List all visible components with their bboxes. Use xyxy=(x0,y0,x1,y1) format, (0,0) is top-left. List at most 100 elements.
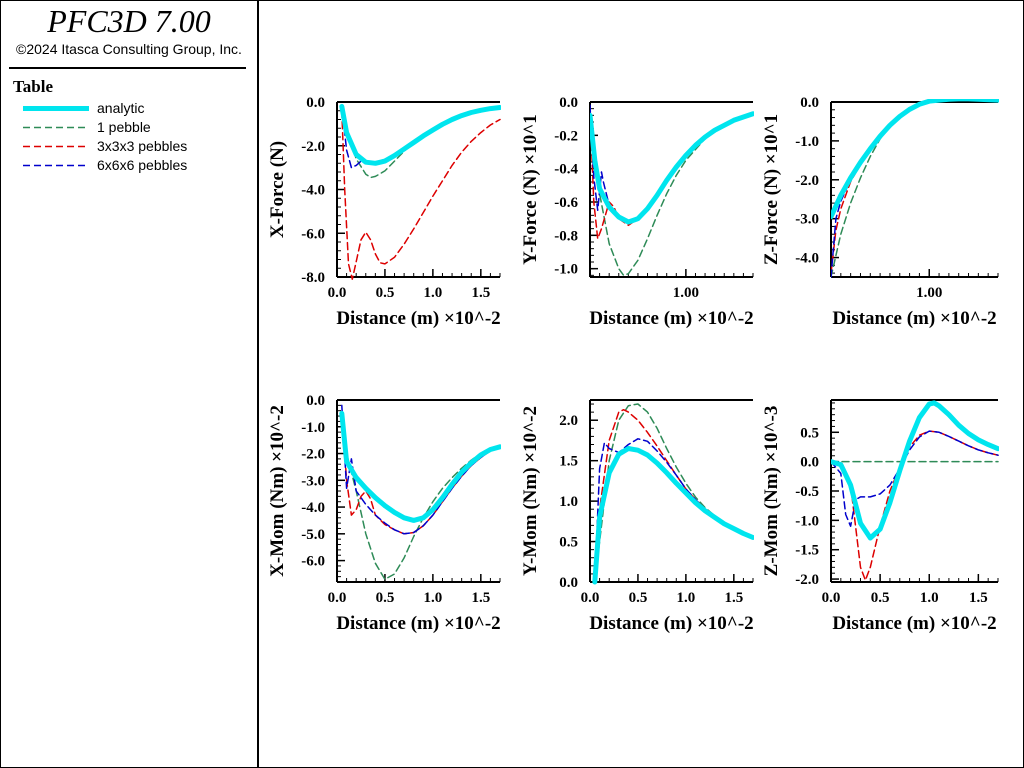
x-tick-label: 0.0 xyxy=(328,285,347,301)
y-axis-title: X-Mom (Nm) ×10^-2 xyxy=(267,405,288,577)
series-line-1-pebble xyxy=(831,99,999,278)
chart-6: 0.50.0-0.5-1.0-1.5-2.00.0 0.5 1.0 1.5Distan… xyxy=(761,399,999,634)
y-tick-label: -4.0 xyxy=(795,251,819,267)
legend-item-3x3x3-pebbles: 3x3x3 pebbles xyxy=(21,137,251,156)
y-axis-title: Y-Mom (Nm) ×10^-2 xyxy=(520,406,541,576)
chart-5: 0.0 0.5 1.0 1.5 2.0 0.0 0.5 1.0 1.5 Distance (m) … xyxy=(520,399,754,634)
y-tick-label: 0.0 xyxy=(800,455,819,471)
x-axis-title: Distance (m) ×10^-2 xyxy=(832,613,996,634)
x-tick-label: 0.5 xyxy=(376,285,395,301)
chart-4: 0.0 -1.0 -2.0 -3.0 -4.0 -5.0 -6.0 0.0 0.5 1.0 1.5 D… xyxy=(267,393,501,634)
x-axis-title: Distance (m) ×10^-2 xyxy=(589,308,753,329)
y-tick-label: 1.5 xyxy=(559,454,578,470)
y-axis-title: Z-Force (N) ×10^1 xyxy=(761,114,782,265)
legend-swatch-analytic xyxy=(23,106,89,111)
y-tick-label: -8.0 xyxy=(301,270,325,286)
series-line-1-pebble xyxy=(590,112,754,277)
y-tick-label: 0.0 xyxy=(306,95,325,111)
series-line-analytic xyxy=(831,400,999,541)
series-line-analytic xyxy=(592,446,754,585)
copyright-text: ©2024 Itasca Consulting Group, Inc. xyxy=(16,41,242,57)
y-tick-label: -0.2 xyxy=(554,128,578,144)
x-tick-label: 1.0 xyxy=(424,285,443,301)
series-line-6x6x6-pebbles xyxy=(594,438,754,583)
legend-swatch-6x6x6-pebbles xyxy=(23,164,89,167)
legend-label-analytic: analytic xyxy=(97,100,145,116)
y-tick-label: 0.5 xyxy=(800,425,819,441)
series-line-6x6x6-pebbles xyxy=(341,404,501,535)
series-line-1-pebble xyxy=(341,106,501,179)
y-tick-label: -3.0 xyxy=(301,473,325,489)
y-tick-label: -0.8 xyxy=(554,228,578,244)
series-line-1-pebble xyxy=(341,412,501,581)
y-tick-label: 2.0 xyxy=(559,413,578,429)
series-line-analytic xyxy=(590,111,754,225)
title-divider xyxy=(9,67,246,69)
series-line-analytic xyxy=(831,99,999,220)
y-tick-label: -2.0 xyxy=(795,572,819,588)
legend-heading: Table xyxy=(13,77,54,96)
y-tick-label: -2.0 xyxy=(301,139,325,155)
y-tick-label: -0.6 xyxy=(554,195,578,211)
x-tick-label: 0.0 xyxy=(328,590,347,606)
x-tick-label: 1.0 xyxy=(424,590,443,606)
y-tick-label: -0.4 xyxy=(554,162,578,178)
plot-area: 0.0 -2.0 -4.0 -6.0 -8.0 0.0 0.5 1.0 1.5 Distance … xyxy=(259,1,1023,767)
x-tick-label: 0.5 xyxy=(871,590,890,606)
series-line-analytic xyxy=(339,103,501,166)
legend-swatch-1-pebble xyxy=(23,126,89,129)
y-tick-label: -2.0 xyxy=(795,173,819,189)
x-axis-title: Distance (m) ×10^-2 xyxy=(832,308,996,329)
y-tick-label: 0.5 xyxy=(559,535,578,551)
x-tick-label: 1.5 xyxy=(471,590,490,606)
x-tick-label: 1.5 xyxy=(969,590,988,606)
y-tick-label: -1.5 xyxy=(795,543,819,559)
y-axis-title: Z-Mom (Nm) ×10^-3 xyxy=(761,406,782,577)
series-line-1-pebble xyxy=(594,403,754,583)
x-tick-label: 0.0 xyxy=(822,590,841,606)
y-axis-title: X-Force (N) xyxy=(267,141,288,238)
legend-item-1-pebble: 1 pebble xyxy=(21,118,251,137)
series-line-3x3x3-pebbles xyxy=(341,412,501,535)
y-tick-label: 1.0 xyxy=(559,494,578,510)
x-axis-title: Distance (m) ×10^-2 xyxy=(589,613,753,634)
y-tick-label: 0.0 xyxy=(306,393,325,409)
y-tick-label: -4.0 xyxy=(301,500,325,516)
x-axis-title: Distance (m) ×10^-2 xyxy=(336,308,500,329)
y-tick-label: -6.0 xyxy=(301,554,325,570)
legend-item-analytic: analytic xyxy=(21,99,251,118)
y-tick-label: -2.0 xyxy=(301,447,325,463)
y-tick-label: 0.0 xyxy=(559,575,578,591)
app-title: PFC3D 7.00 xyxy=(47,3,211,39)
x-tick-label: 0.5 xyxy=(376,590,395,606)
y-tick-label: -1.0 xyxy=(554,262,578,278)
series-line-6x6x6-pebbles xyxy=(341,105,501,169)
series-line-3x3x3-pebbles xyxy=(341,110,501,280)
y-tick-label: 0.0 xyxy=(800,95,819,111)
chart-1: 0.0-2.0-4.0-6.0-8.00.0 0.5 1.0 1.5Distance … xyxy=(267,95,501,329)
x-tick-label: 1.0 xyxy=(677,590,696,606)
series-line-3x3x3-pebbles xyxy=(594,408,754,583)
legend-label-3x3x3-pebbles: 3x3x3 pebbles xyxy=(97,138,188,154)
x-tick-label: 0.5 xyxy=(629,590,648,606)
series-line-analytic xyxy=(339,410,501,523)
chart-2: 0.0 -0.2 -0.4 -0.6 -0.8 -1.0 1.00 Distance (m) … xyxy=(520,95,754,329)
x-tick-label: 1.5 xyxy=(471,285,490,301)
x-tick-label: 1.0 xyxy=(920,590,939,606)
y-tick-label: -1.0 xyxy=(795,513,819,529)
x-tick-label: 1.00 xyxy=(673,285,699,301)
y-tick-label: -1.0 xyxy=(795,134,819,150)
y-tick-label: -1.0 xyxy=(301,420,325,436)
y-tick-label: -3.0 xyxy=(795,212,819,228)
x-tick-label: 1.5 xyxy=(724,590,743,606)
legend-swatch-3x3x3-pebbles xyxy=(23,145,89,148)
y-axis-title: Y-Force (N) ×10^1 xyxy=(520,114,541,265)
y-tick-label: -5.0 xyxy=(301,527,325,543)
y-tick-label: -0.5 xyxy=(795,484,819,500)
charts-canvas: 0.0-2.0-4.0-6.0-8.00.0 0.5 1.0 1.5Distance … xyxy=(267,95,999,634)
x-tick-label: 0.0 xyxy=(581,590,600,606)
legend-label-1-pebble: 1 pebble xyxy=(97,119,151,135)
series-line-3x3x3-pebbles xyxy=(831,99,999,274)
x-axis-title: Distance (m) ×10^-2 xyxy=(336,613,500,634)
